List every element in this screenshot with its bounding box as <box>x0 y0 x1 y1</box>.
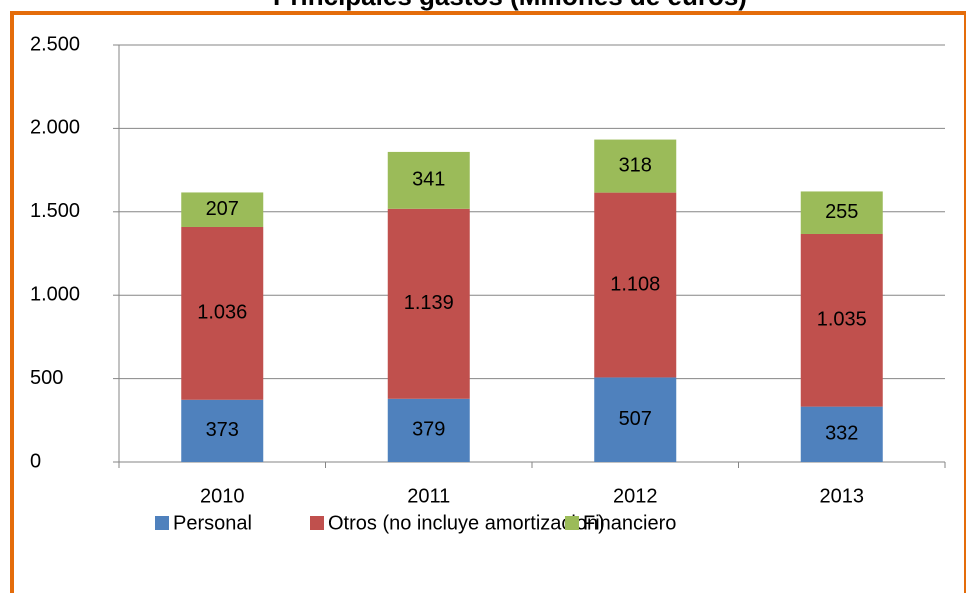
y-tick-label: 1.500 <box>30 200 80 222</box>
legend-swatch <box>310 516 324 530</box>
chart-title: Principales gastos (Millones de euros) <box>273 0 747 11</box>
y-tick-label: 500 <box>30 367 63 389</box>
data-label: 318 <box>619 154 652 176</box>
data-label: 255 <box>825 201 858 223</box>
data-label: 1.108 <box>610 273 660 295</box>
bar-segment <box>181 399 264 462</box>
bar-segment <box>387 208 470 399</box>
bar-segment <box>594 377 677 462</box>
bar-segment <box>594 192 677 378</box>
bar-segment <box>387 398 470 462</box>
bar-segment <box>387 151 470 209</box>
legend-label: Otros (no incluye amortizacion) <box>328 512 605 534</box>
x-tick-label: 2010 <box>200 485 245 507</box>
bar-segment <box>594 139 677 193</box>
legend-label: Financiero <box>583 512 676 534</box>
y-tick-label: 0 <box>30 450 41 472</box>
y-tick-label: 2.500 <box>30 33 80 55</box>
data-label: 373 <box>206 419 239 441</box>
bar-segment <box>181 192 264 227</box>
bar-segment <box>800 233 883 407</box>
bar-segment <box>800 191 883 234</box>
legend-swatch <box>155 516 169 530</box>
legend-label: Personal <box>173 512 252 534</box>
y-tick-label: 2.000 <box>30 117 80 139</box>
data-label: 1.035 <box>817 309 867 331</box>
x-tick-label: 2013 <box>820 485 865 507</box>
x-tick-label: 2012 <box>613 485 658 507</box>
data-label: 207 <box>206 198 239 220</box>
data-label: 341 <box>412 169 445 191</box>
bar-segment <box>181 226 264 400</box>
data-label: 507 <box>619 408 652 430</box>
data-label: 1.036 <box>197 302 247 324</box>
legend-swatch <box>565 516 579 530</box>
data-label: 379 <box>412 419 445 441</box>
bar-segment <box>800 406 883 462</box>
data-label: 332 <box>825 423 858 445</box>
y-tick-label: 1.000 <box>30 283 80 305</box>
x-tick-label: 2011 <box>407 485 450 507</box>
data-label: 1.139 <box>404 292 454 314</box>
